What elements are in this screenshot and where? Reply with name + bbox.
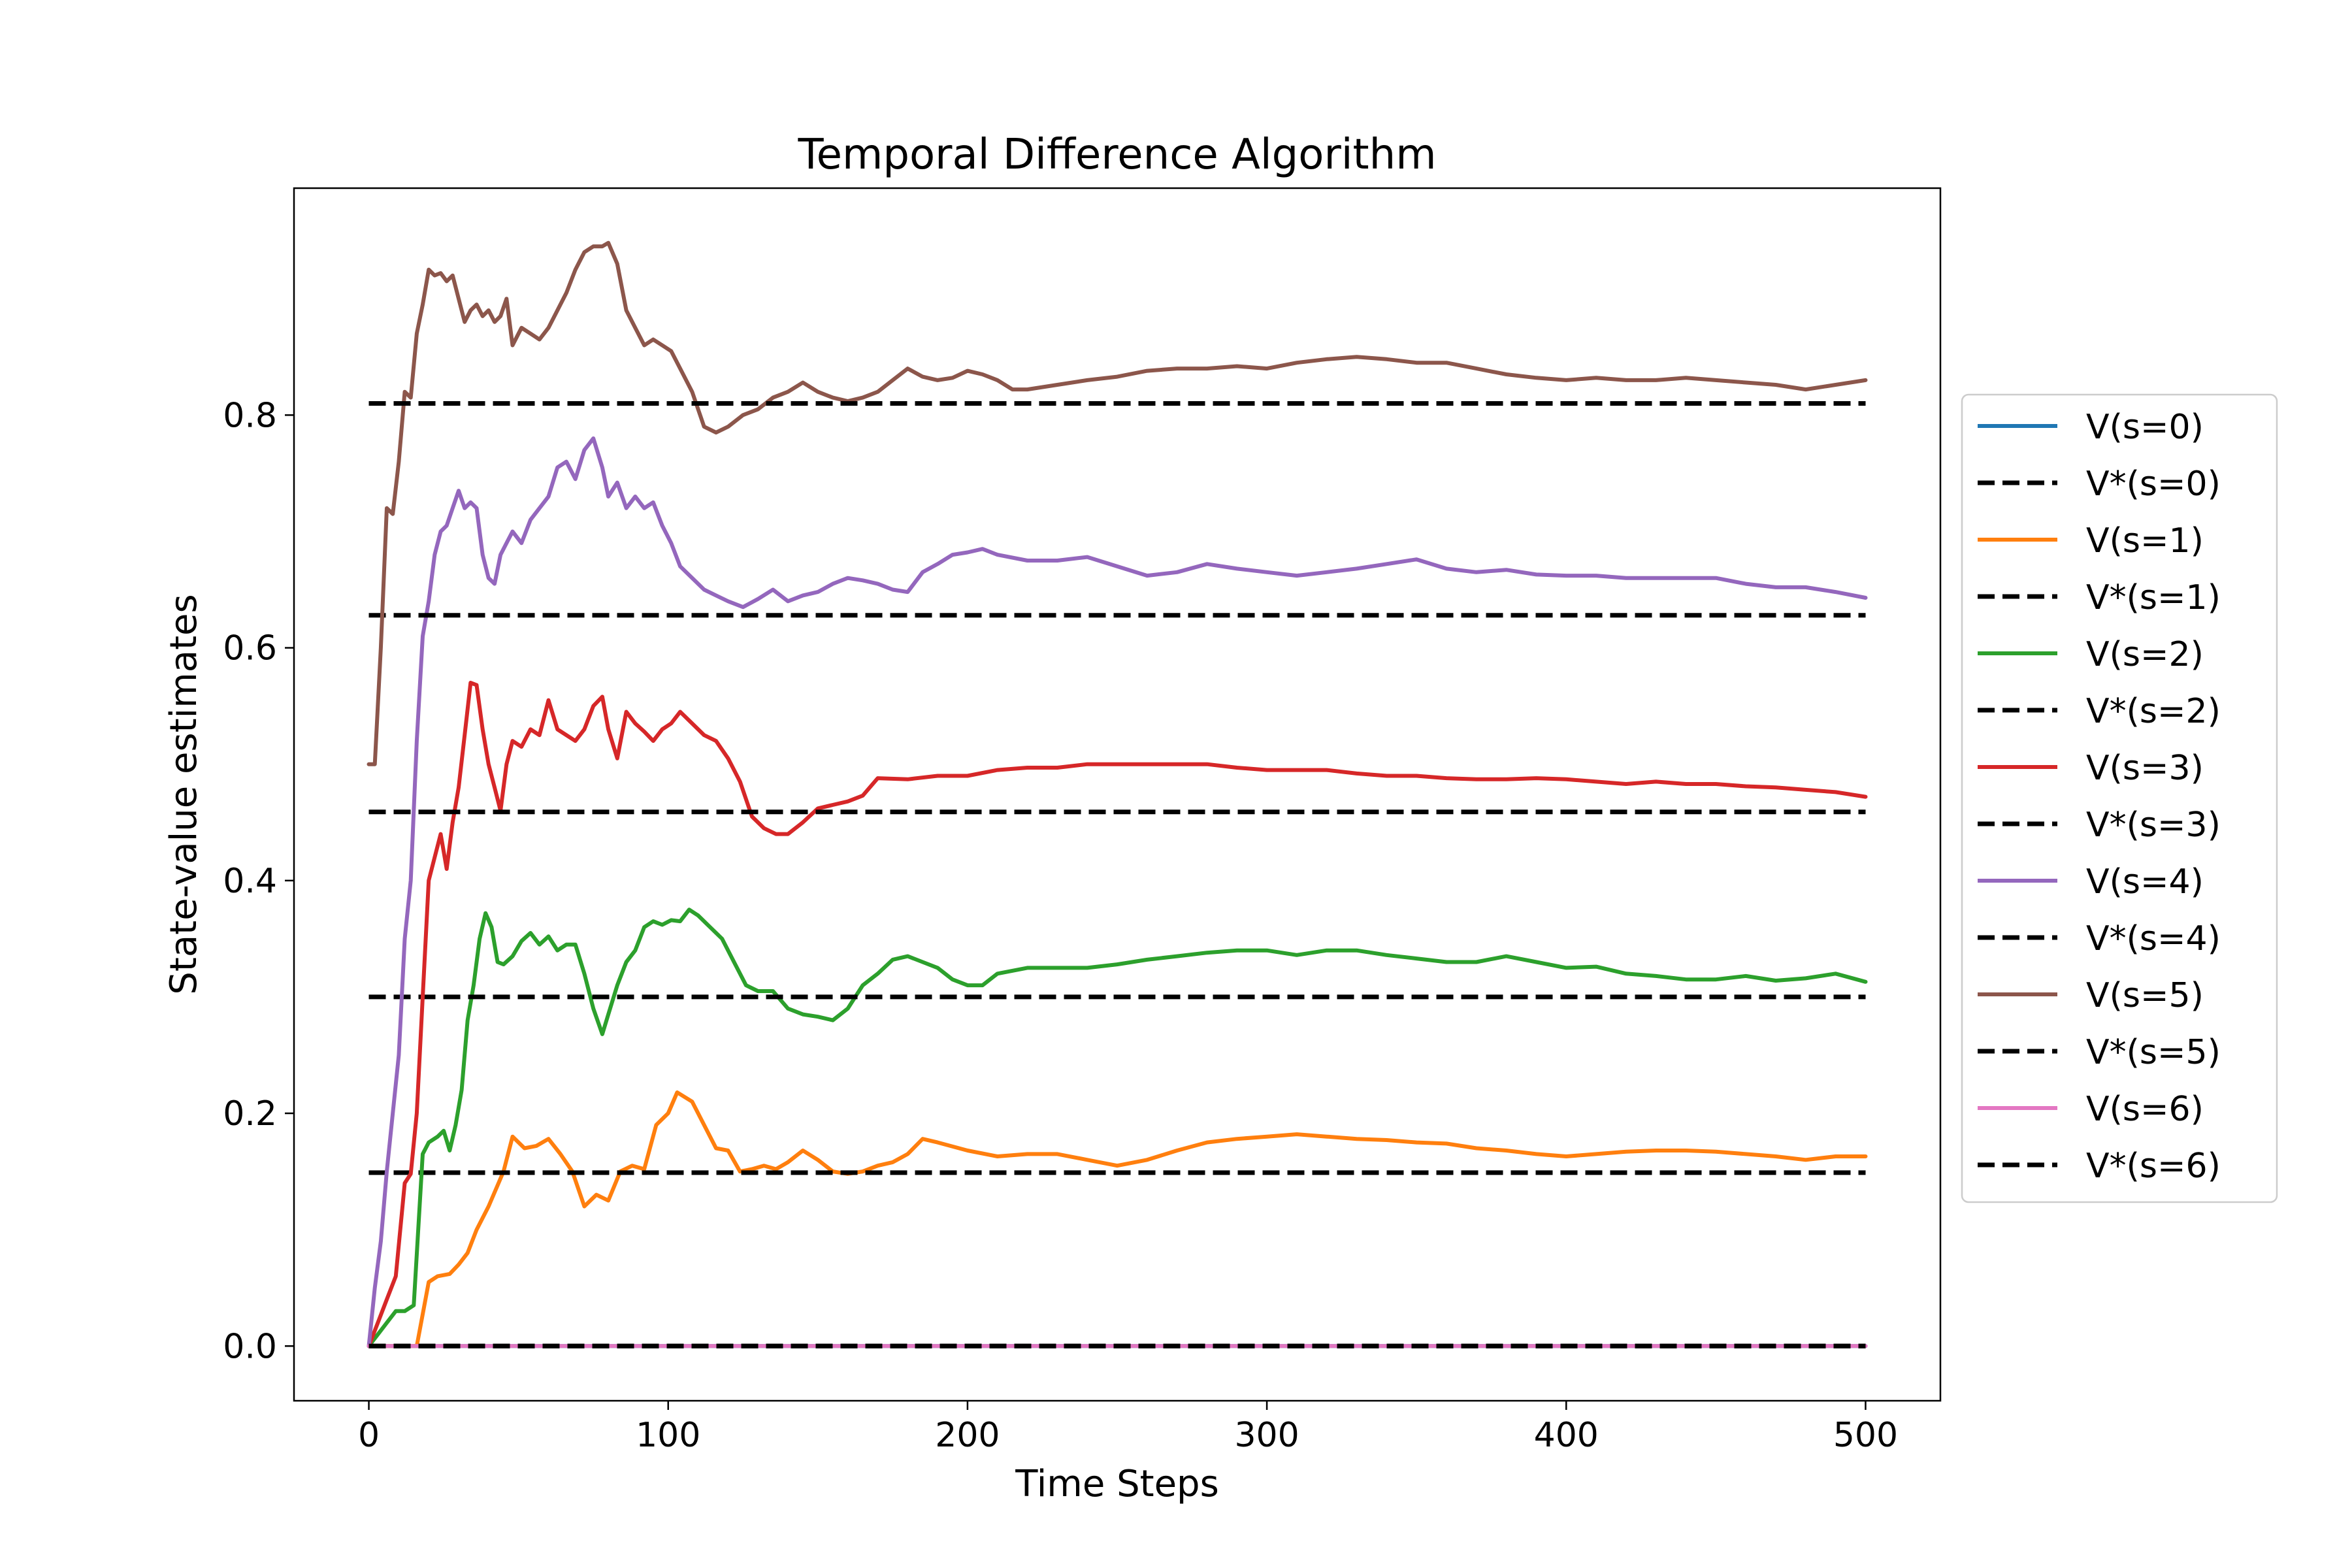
y-tick-label: 0.4 (223, 862, 277, 901)
series-line-8 (367, 436, 1868, 1348)
legend-box (1961, 393, 2278, 1203)
legend-label-1: V*(s=0) (2086, 465, 2221, 504)
series-line-10 (367, 240, 1868, 766)
plot-frame (293, 187, 1942, 1402)
y-tick-label: 0.6 (223, 629, 277, 668)
x-tick-label: 0 (358, 1416, 380, 1455)
legend-label-2: V(s=1) (2086, 521, 2204, 561)
legend-label-4: V(s=2) (2086, 635, 2204, 674)
legend-label-5: V*(s=2) (2086, 692, 2221, 731)
x-tick-label: 500 (1833, 1416, 1898, 1455)
y-axis-label: State-value estimates (163, 594, 205, 994)
x-tick-label: 400 (1534, 1416, 1599, 1455)
legend-label-7: V*(s=3) (2086, 806, 2221, 845)
y-tick-label: 0.8 (223, 396, 277, 435)
legend-label-10: V(s=5) (2086, 976, 2204, 1015)
legend-label-12: V(s=6) (2086, 1090, 2204, 1129)
series-line-4 (367, 907, 1868, 1348)
y-tick-label: 0.2 (223, 1094, 277, 1134)
x-axis-label: Time Steps (1015, 1463, 1219, 1505)
legend-label-9: V*(s=4) (2086, 919, 2221, 958)
x-tick-label: 300 (1234, 1416, 1299, 1455)
x-tick-label: 100 (636, 1416, 700, 1455)
legend-label-11: V*(s=5) (2086, 1033, 2221, 1072)
legend-label-6: V(s=3) (2086, 749, 2204, 788)
chart-title: Temporal Difference Algorithm (797, 131, 1436, 179)
legend-label-8: V(s=4) (2086, 862, 2204, 902)
legend-label-13: V*(s=6) (2086, 1147, 2221, 1186)
series-line-6 (367, 681, 1868, 1348)
x-tick-label: 200 (935, 1416, 1000, 1455)
y-tick-label: 0.0 (223, 1327, 277, 1366)
legend-label-3: V*(s=1) (2086, 578, 2221, 617)
legend-label-0: V(s=0) (2086, 408, 2204, 447)
series-layer (367, 240, 1868, 1348)
legend: V(s=0) V*(s=0) V(s=1) V*(s=1) V(s=2) V*(s=2) V… (1961, 393, 2278, 1203)
axis-ticks: 0 100 200 300 400 500 0.0 0.2 0.4 0.6 0.8 (223, 396, 1898, 1455)
